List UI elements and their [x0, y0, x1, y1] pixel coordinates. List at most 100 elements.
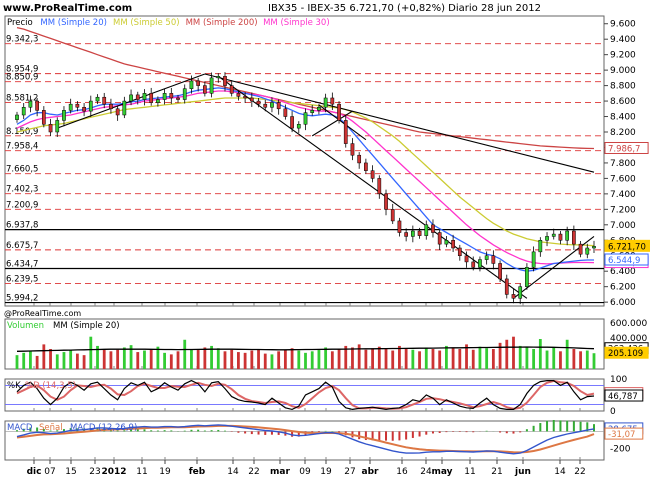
volume-bar	[22, 352, 26, 369]
volume-bar	[42, 344, 46, 369]
macd-histogram-bar	[69, 428, 72, 432]
candle-down	[249, 97, 254, 102]
candle-up	[484, 255, 489, 260]
volume-bar	[451, 347, 455, 369]
y-tick-label: 6.000	[610, 298, 636, 308]
volume-bar	[290, 348, 294, 369]
volume-bar	[317, 349, 321, 369]
macd-histogram-bar	[418, 431, 421, 437]
candle-up	[525, 267, 529, 287]
macd-histogram-bar	[519, 431, 522, 433]
x-tick-label: 14	[554, 467, 566, 477]
macd-histogram-bar	[525, 429, 528, 432]
volume-bar	[223, 351, 227, 369]
macd-legend-item: Señal	[39, 423, 63, 433]
x-tick-label: 16	[396, 467, 408, 477]
candle-up	[551, 233, 556, 237]
candle-up	[156, 99, 160, 103]
level-label: 7.958,4	[6, 142, 38, 152]
macd-histogram-bar	[223, 430, 226, 432]
macd-histogram-bar	[264, 431, 267, 435]
macd-histogram-bar	[190, 429, 193, 432]
trendline-resistance-short	[217, 75, 528, 299]
candle-down	[457, 247, 462, 256]
candle-up	[142, 93, 147, 100]
volume-bar	[55, 354, 59, 369]
volume-bar	[572, 349, 576, 369]
x-tick-label: mar	[270, 467, 290, 477]
price-legend-item: MM (Simple 30)	[263, 18, 330, 28]
candle-down	[102, 96, 107, 105]
x-tick-label: 19	[320, 467, 332, 477]
volume-bar	[263, 353, 267, 369]
macd-histogram-bar	[36, 427, 39, 432]
volume-bar	[136, 352, 140, 369]
sma50-line	[16, 97, 595, 247]
volume-bar	[471, 349, 475, 369]
macd-histogram-bar	[411, 431, 414, 438]
candle-down	[223, 76, 227, 86]
macd-histogram-bar	[438, 431, 441, 433]
candle-down	[390, 209, 395, 222]
macd-histogram-bar	[183, 430, 186, 432]
stoch-k-line	[16, 379, 595, 411]
macd-histogram-bar	[29, 427, 32, 432]
volume-bar	[283, 349, 287, 369]
candle-down	[41, 110, 46, 125]
volume-bar	[371, 348, 374, 369]
stoch-y-tick: 0	[610, 407, 616, 417]
macd-histogram-bar	[291, 431, 294, 437]
candle-up	[424, 224, 429, 236]
y-tick-label: 9.200	[610, 51, 636, 61]
candle-up	[478, 259, 482, 268]
macd-histogram-bar	[499, 431, 502, 433]
macd-histogram-bar	[297, 431, 300, 437]
candle-up	[15, 114, 19, 120]
macd-histogram-bar	[532, 425, 535, 432]
candle-down	[256, 100, 261, 105]
candle-up	[323, 97, 328, 108]
volume-bar	[585, 350, 589, 369]
macd-histogram-bar	[566, 420, 569, 432]
price-legend-item: MM (Simple 200)	[186, 18, 258, 28]
macd-histogram-bar	[217, 429, 220, 432]
volume-bar	[210, 345, 213, 369]
y-tick-label: 8.400	[610, 113, 636, 123]
macd-histogram-bar	[163, 430, 166, 432]
candle-up	[545, 236, 549, 241]
volume-bar	[545, 350, 549, 369]
candle-down	[236, 93, 241, 97]
volume-bar	[216, 348, 220, 369]
candle-down	[558, 233, 563, 241]
site-name: www.ProRealTime.com	[3, 3, 132, 14]
macd-histogram-bar	[317, 431, 320, 433]
volume-bar	[579, 351, 582, 369]
macd-histogram-bar	[136, 429, 139, 432]
candle-up	[162, 93, 167, 100]
candle-down	[451, 240, 455, 249]
price-legend-item: MM (Simple 50)	[113, 18, 180, 28]
level-label: 6.434,7	[6, 260, 38, 270]
level-label: 6.239,5	[6, 275, 38, 285]
macd-histogram-bar	[16, 430, 18, 432]
macd-histogram-bar	[445, 431, 448, 433]
volume-ma-line	[16, 346, 595, 352]
candle-up	[21, 107, 26, 116]
volume-y-tick: 400.000	[610, 334, 647, 344]
macd-histogram-bar	[116, 430, 119, 432]
volume-bar	[532, 349, 536, 369]
volume-bar	[270, 354, 274, 369]
volume-bar	[444, 345, 448, 369]
macd-histogram-bar	[572, 421, 575, 432]
candle-up	[216, 76, 221, 79]
y-tick-label: 7.800	[610, 159, 636, 169]
x-tick-label: 24	[420, 467, 432, 477]
candle-down	[343, 120, 348, 144]
candle-down	[290, 116, 294, 129]
volume-value-tag: 205.109	[608, 349, 643, 359]
candle-down	[384, 193, 388, 210]
candle-down	[431, 224, 435, 233]
macd-histogram-bar	[425, 431, 428, 435]
candle-down	[169, 93, 174, 99]
volume-y-tick: 600.000	[610, 319, 647, 329]
